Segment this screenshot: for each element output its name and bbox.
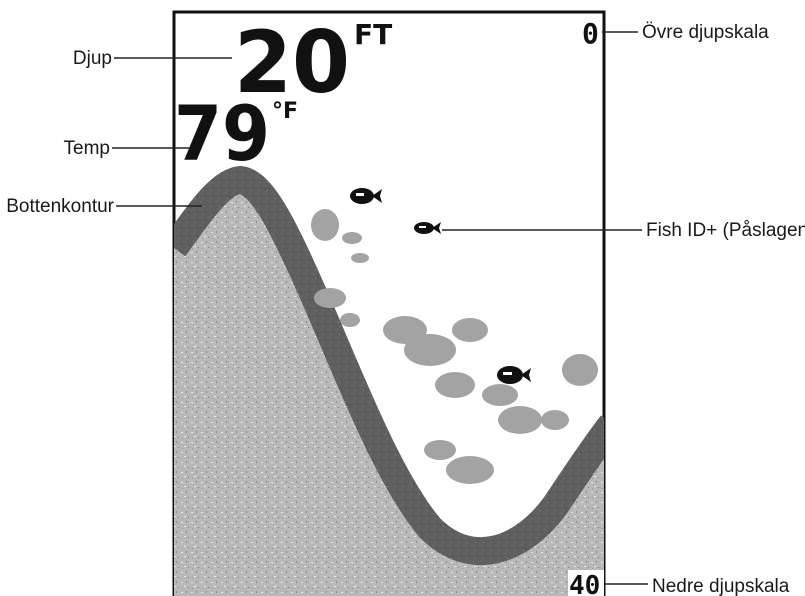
- callout-lines: [112, 31, 648, 585]
- fish-icon: [350, 188, 382, 204]
- callout-upper-scale: Övre djupskala: [642, 22, 769, 43]
- callout-bottom-contour: Bottenkontur: [6, 196, 114, 217]
- upper-scale-label: 0: [582, 17, 599, 50]
- lower-scale-bg: [568, 570, 604, 596]
- temp-unit: °F: [272, 99, 298, 124]
- sonar-screen: 20 FT 79 °F 0 40: [172, 10, 606, 596]
- callout-lower-scale: Nedre djupskala: [652, 576, 790, 596]
- callout-depth: Djup: [73, 48, 112, 69]
- lower-scale-label: 40: [569, 571, 600, 596]
- mid-water-clutter: [311, 209, 598, 484]
- bottom-contour-band: [174, 166, 604, 566]
- temp-readout: 79: [174, 89, 270, 178]
- fish-symbols: [350, 188, 531, 384]
- depth-readout: 20: [234, 13, 350, 113]
- fish-icon: [497, 366, 531, 384]
- callout-labels: Djup Temp Bottenkontur Fish ID+ (Påslage…: [6, 22, 805, 596]
- bottom-fill: [174, 168, 604, 596]
- depth-unit: FT: [354, 18, 392, 51]
- callout-fish-id: Fish ID+ (Påslagen): [646, 220, 805, 241]
- callout-temp: Temp: [64, 138, 110, 159]
- fish-icon: [414, 222, 441, 234]
